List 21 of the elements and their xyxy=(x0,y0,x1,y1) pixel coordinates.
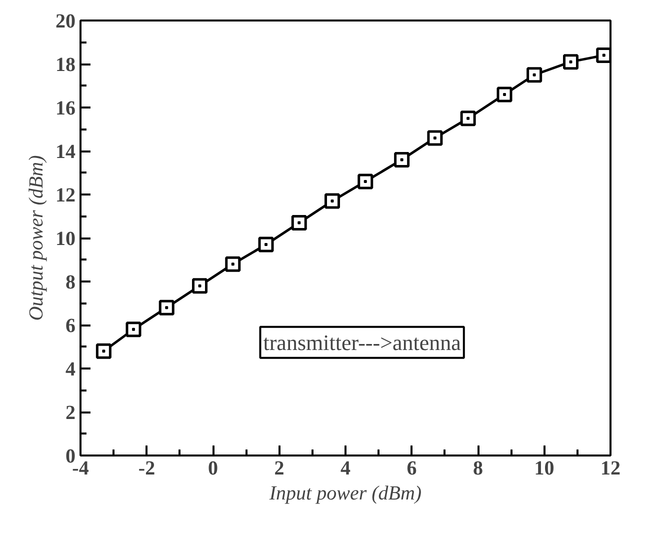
y-tick-label: 4 xyxy=(66,358,76,380)
y-tick-label: 18 xyxy=(56,54,76,76)
x-tick-label: -2 xyxy=(138,458,156,480)
annotation: transmitter--->antenna xyxy=(263,330,462,355)
x-tick-label: 6 xyxy=(406,458,417,480)
y-tick-label: 8 xyxy=(66,272,76,294)
x-tick-label: 0 xyxy=(208,458,218,480)
x-axis-title: Input power (dBm) xyxy=(268,482,422,504)
y-tick-label: 20 xyxy=(56,10,76,32)
y-tick-label: 14 xyxy=(56,141,76,163)
y-tick-label: 2 xyxy=(66,402,76,424)
x-tick-label: 2 xyxy=(274,458,284,480)
x-tick-label: 4 xyxy=(340,458,350,480)
y-tick-label: 16 xyxy=(56,98,76,120)
y-tick-label: 10 xyxy=(56,228,76,250)
y-tick-label: 12 xyxy=(56,184,76,206)
y-tick-label: 6 xyxy=(66,315,76,337)
x-tick-label: 10 xyxy=(534,458,554,480)
x-tick-label: 8 xyxy=(473,458,483,480)
x-tick-label: 12 xyxy=(600,458,620,480)
y-axis-title: Output power (dBm) xyxy=(26,154,48,321)
